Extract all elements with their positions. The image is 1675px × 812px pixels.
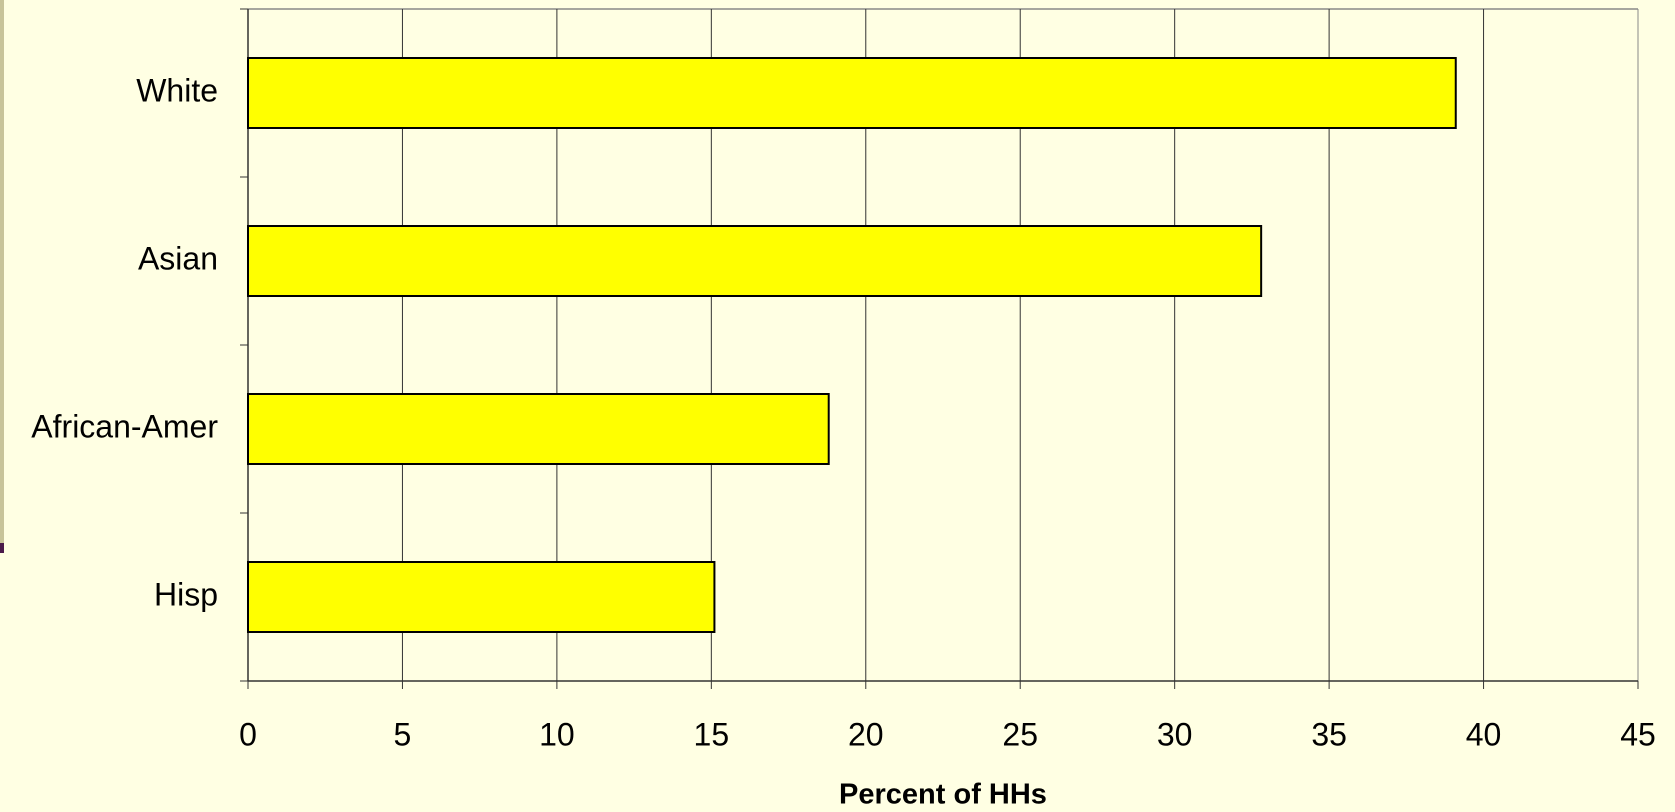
y-tick-label: White <box>136 72 218 108</box>
x-tick-label: 20 <box>848 716 884 752</box>
x-tick-label: 45 <box>1620 716 1656 752</box>
x-tick-label: 5 <box>394 716 412 752</box>
x-tick-label: 35 <box>1311 716 1347 752</box>
side-mark <box>0 543 4 553</box>
x-tick-label: 10 <box>539 716 575 752</box>
y-tick-label: African-Amer <box>31 408 218 444</box>
x-axis-title: Percent of HHs <box>839 779 1047 811</box>
bar <box>247 561 716 633</box>
bar <box>247 57 1457 129</box>
side-strip <box>0 0 4 545</box>
bar <box>247 393 830 465</box>
bar <box>247 225 1263 297</box>
y-tick-label: Asian <box>138 240 218 276</box>
x-tick-label: 40 <box>1466 716 1502 752</box>
x-tick-label: 15 <box>694 716 730 752</box>
y-tick-label: Hisp <box>154 576 218 612</box>
x-tick-label: 0 <box>239 716 257 752</box>
x-tick-label: 30 <box>1157 716 1193 752</box>
x-tick-label: 25 <box>1002 716 1038 752</box>
